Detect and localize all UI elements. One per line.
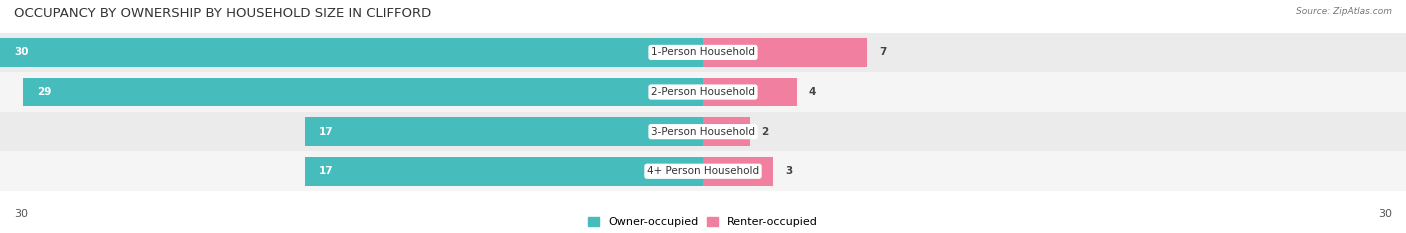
Bar	[703, 78, 797, 106]
Bar	[24, 78, 703, 106]
Bar	[305, 157, 703, 185]
Text: 2-Person Household: 2-Person Household	[651, 87, 755, 97]
Text: 30: 30	[14, 48, 28, 57]
Bar	[0, 112, 1406, 151]
Text: OCCUPANCY BY OWNERSHIP BY HOUSEHOLD SIZE IN CLIFFORD: OCCUPANCY BY OWNERSHIP BY HOUSEHOLD SIZE…	[14, 7, 432, 20]
Text: 4: 4	[808, 87, 815, 97]
Text: 30: 30	[14, 209, 28, 219]
Text: 7: 7	[879, 48, 886, 57]
Legend: Owner-occupied, Renter-occupied: Owner-occupied, Renter-occupied	[588, 217, 818, 227]
Bar	[703, 157, 773, 185]
Bar	[0, 33, 1406, 72]
Bar	[703, 38, 868, 67]
Text: Source: ZipAtlas.com: Source: ZipAtlas.com	[1296, 7, 1392, 16]
Text: 29: 29	[38, 87, 52, 97]
Text: 17: 17	[319, 166, 333, 176]
Text: 17: 17	[319, 127, 333, 137]
Text: 2: 2	[762, 127, 769, 137]
Bar	[703, 117, 749, 146]
Bar	[0, 38, 703, 67]
Text: 30: 30	[1378, 209, 1392, 219]
Text: 3: 3	[785, 166, 792, 176]
Bar	[305, 117, 703, 146]
Bar	[0, 72, 1406, 112]
Text: 1-Person Household: 1-Person Household	[651, 48, 755, 57]
Text: 4+ Person Household: 4+ Person Household	[647, 166, 759, 176]
Bar	[0, 151, 1406, 191]
Text: 3-Person Household: 3-Person Household	[651, 127, 755, 137]
